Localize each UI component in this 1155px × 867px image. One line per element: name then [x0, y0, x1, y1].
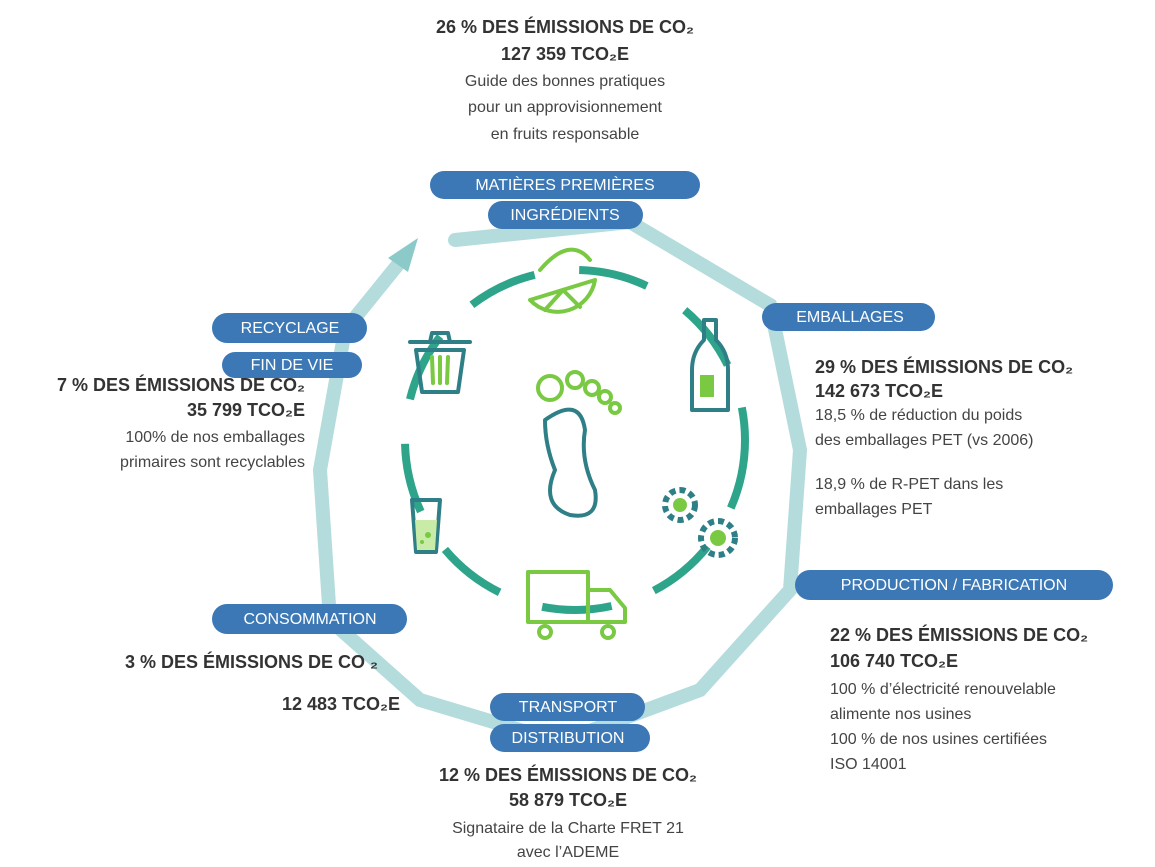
note: emballages PET	[815, 501, 933, 518]
emission-share: 3 % DES ÉMISSIONS DE CO ₂	[125, 651, 378, 672]
emission-tonnes: 12 483 TCO₂E	[282, 694, 400, 714]
note: 100 % d’électricité renouvelable	[830, 681, 1056, 698]
infographic: MATIÈRES PREMIÈRES INGRÉDIENTS EMBALLAGE…	[0, 0, 1155, 867]
inner-cycle	[405, 270, 745, 610]
emission-share: 26 % DES ÉMISSIONS DE CO₂	[436, 16, 694, 37]
stage-label: FIN DE VIE	[251, 357, 334, 374]
emission-share: 12 % DES ÉMISSIONS DE CO₂	[439, 764, 697, 785]
bin-icon	[410, 333, 470, 392]
note: 100% de nos emballages	[125, 429, 305, 446]
note: ISO 14001	[830, 756, 907, 773]
emission-tonnes: 127 359 TCO₂E	[501, 44, 629, 64]
note: en fruits responsable	[491, 126, 640, 143]
stage-label: DISTRIBUTION	[512, 730, 625, 747]
emission-tonnes: 58 879 TCO₂E	[509, 790, 627, 810]
note: des emballages PET (vs 2006)	[815, 432, 1033, 449]
note: avec l’ADEME	[517, 844, 619, 861]
emission-tonnes: 106 740 TCO₂E	[830, 651, 958, 671]
emission-tonnes: 142 673 TCO₂E	[815, 381, 943, 401]
stage-label: PRODUCTION / FABRICATION	[841, 577, 1067, 594]
emission-share: 29 % DES ÉMISSIONS DE CO₂	[815, 356, 1073, 377]
note: pour un approvisionnement	[468, 99, 662, 116]
note: Signataire de la Charte FRET 21	[452, 820, 684, 837]
note: alimente nos usines	[830, 706, 971, 723]
note: 100 % de nos usines certifiées	[830, 731, 1047, 748]
stage-label: EMBALLAGES	[796, 309, 904, 326]
stage-label: RECYCLAGE	[241, 320, 340, 337]
stage-label: TRANSPORT	[519, 699, 618, 716]
emission-tonnes: 35 799 TCO₂E	[187, 400, 305, 420]
gears-icon	[665, 490, 735, 555]
stage-label: INGRÉDIENTS	[510, 205, 619, 224]
emission-share: 22 % DES ÉMISSIONS DE CO₂	[830, 624, 1088, 645]
stage-label: CONSOMMATION	[243, 611, 376, 628]
footprint-icon	[538, 372, 620, 516]
cycle-ring	[320, 222, 800, 742]
note: primaires sont recyclables	[120, 454, 305, 471]
note: Guide des bonnes pratiques	[465, 73, 665, 90]
emission-share: 7 % DES ÉMISSIONS DE CO₂	[57, 374, 305, 395]
stage-label: MATIÈRES PREMIÈRES	[475, 175, 654, 194]
note: 18,9 % de R-PET dans les	[815, 476, 1003, 493]
lemon-icon	[530, 250, 595, 312]
note: 18,5 % de réduction du poids	[815, 407, 1022, 424]
